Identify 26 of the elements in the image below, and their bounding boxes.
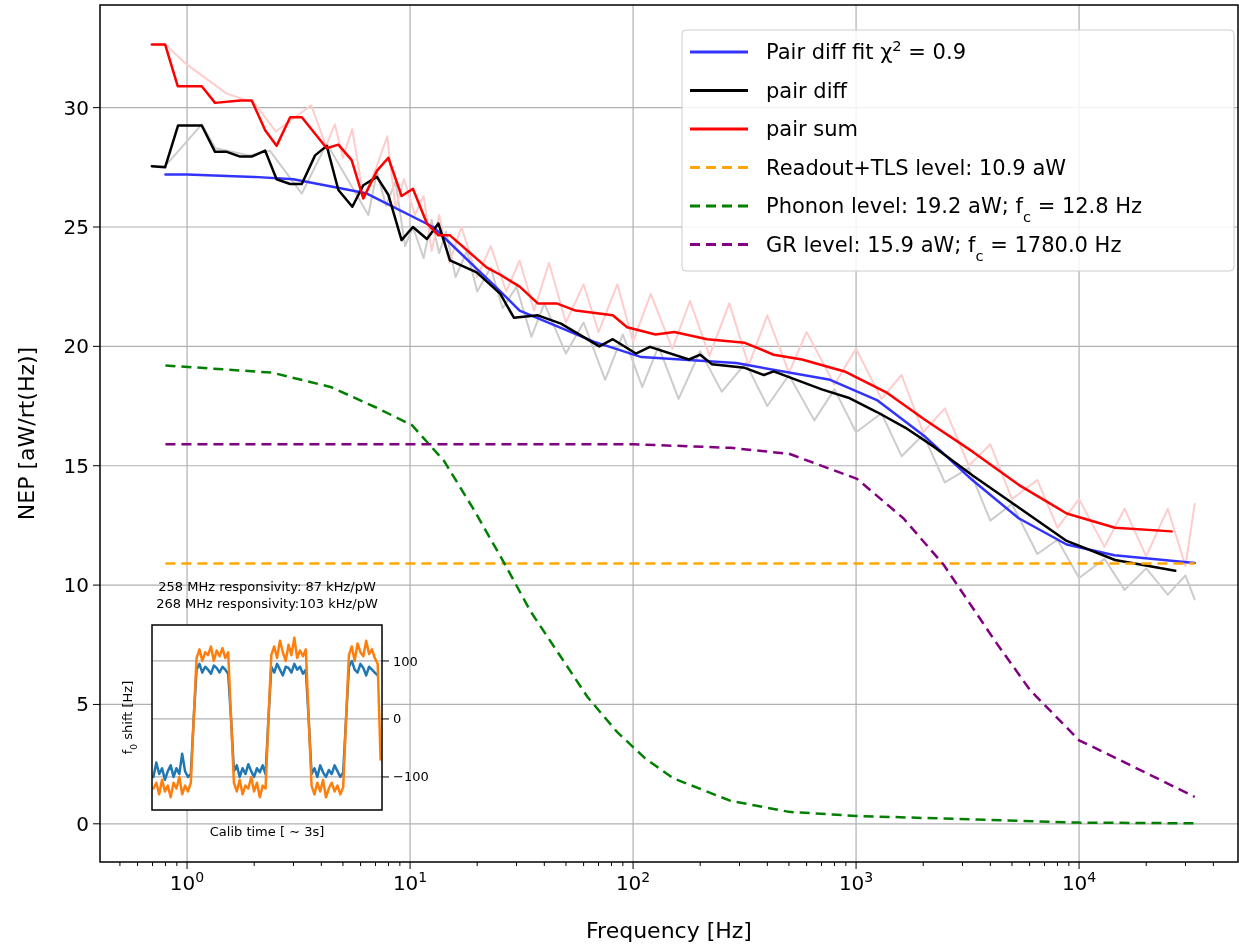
x-axis-title: Frequency [Hz] xyxy=(586,918,752,943)
y-axis-title: NEP [aW/rt(Hz)] xyxy=(14,346,39,521)
legend-label: Phonon level: 19.2 aW; f$_{c}$ = 12.8 Hz xyxy=(766,194,1143,225)
y-tick-label: −100 xyxy=(393,769,429,785)
line-series xyxy=(152,636,382,799)
y-tick-label: 0 xyxy=(393,711,402,727)
x-axis-title: Calib time [ ∼ 3s] xyxy=(209,824,325,839)
x-tick-label: 10$^{0}$ xyxy=(169,869,205,895)
x-tick-label: 10$^{3}$ xyxy=(838,869,874,895)
y-tick-label: 30 xyxy=(63,95,89,120)
y-tick-label: 100 xyxy=(393,653,418,669)
x-tick-label: 10$^{4}$ xyxy=(1061,869,1097,895)
x-tick-label: 10$^{1}$ xyxy=(392,869,428,895)
y-tick-label: 15 xyxy=(63,453,89,478)
chart-title: 258 MHz responsivity: 87 kHz/pW 268 MHz responsivity:103 kHz/pW xyxy=(156,579,378,611)
legend-label: GR level: 15.9 aW; f$_{c}$ = 1780.0 Hz xyxy=(766,232,1122,264)
y-tick-label: 20 xyxy=(63,334,89,359)
y-tick-label: 25 xyxy=(63,215,89,240)
y-tick-label: 5 xyxy=(76,692,89,717)
x-tick-label: 10$^{2}$ xyxy=(615,869,651,895)
legend-label: Pair diff fit χ$^{2}$ = 0.9 xyxy=(766,36,967,65)
legend-label: Readout+TLS level: 10.9 aW xyxy=(766,155,1067,180)
y-tick-label: 10 xyxy=(63,573,89,598)
legend-label: pair diff xyxy=(766,78,848,103)
legend-label: pair sum xyxy=(766,117,859,142)
y-tick-label: 0 xyxy=(76,811,89,836)
